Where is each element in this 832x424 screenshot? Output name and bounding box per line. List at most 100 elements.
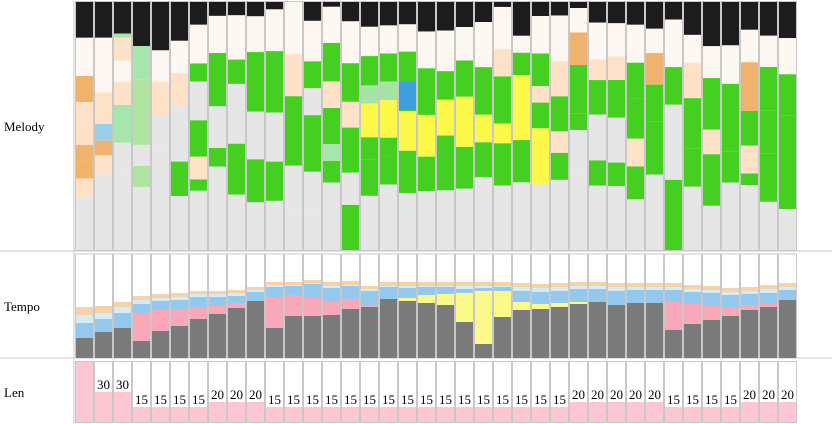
tempo-segment [361,305,378,307]
melody-segment [494,49,511,77]
len-column-frame [170,361,189,423]
melody-column-frame [645,1,664,251]
len-bar [627,402,644,422]
melody-segment [380,2,397,26]
len-column-frame [189,361,208,423]
tempo-segment [114,302,131,307]
len-bar [589,402,606,422]
tempo-segment [285,282,302,285]
tempo-segment [646,287,663,290]
melody-segment [342,204,359,250]
melody-column-frame [721,1,740,251]
melody-segment [247,159,264,203]
tempo-segment [190,291,207,294]
len-column-frame [778,361,797,423]
melody-column-frame [531,1,550,251]
tempo-segment [95,306,112,313]
len-value-label: 15 [686,392,699,407]
melody-segment [285,54,302,97]
melody-segment [304,20,321,62]
len-column-frame [569,361,588,423]
tempo-segment [437,294,454,305]
len-bar [133,407,150,422]
len-column-frame [512,361,531,423]
tempo-segment [342,286,359,299]
len-value-label: 20 [743,387,756,402]
melody-segment [475,177,492,250]
tempo-segment [551,303,568,307]
melody-segment [304,115,321,172]
len-bar [760,402,777,422]
tempo-segment [570,304,587,358]
melody-segment [418,191,435,250]
melody-segment [190,120,207,157]
melody-segment [228,143,245,195]
melody-segment [760,67,777,111]
melody-column-frame [208,1,227,251]
melody-segment [646,28,663,54]
melody-column-frame [778,1,797,251]
tempo-segment [608,283,625,287]
melody-column-frame [360,1,379,251]
melody-segment [380,137,397,157]
melody-segment [247,52,264,112]
melody-segment [285,210,302,250]
tempo-segment [665,290,682,302]
tempo-segment [532,309,549,358]
len-bar [266,407,283,422]
melody-segment [760,35,777,68]
melody-segment [589,22,606,60]
melody-segment [190,156,207,180]
tempo-segment [361,286,378,289]
melody-segment [608,56,625,80]
melody-segment [437,71,454,100]
len-value-label: 20 [591,387,604,402]
tempo-segment [95,313,112,319]
melody-segment [323,160,340,183]
melody-column-frame [740,1,759,251]
tempo-segment [380,299,397,358]
tempo-segment [760,304,777,307]
tempo-segment [532,292,549,304]
len-column-frame [607,361,626,423]
melody-segment [152,81,169,116]
tempo-segment [475,344,492,358]
melody-segment [646,2,663,29]
melody-segment [627,138,644,167]
melody-segment [665,19,682,68]
len-bar [570,402,587,422]
tempo-segment [361,289,378,291]
melody-column-frame [512,1,531,251]
melody-segment [228,15,245,60]
tempo-segment [551,291,568,303]
melody-column-frame [341,1,360,251]
melody-segment [399,111,416,151]
tempo-segment [247,287,264,290]
len-value-label: 15 [325,392,338,407]
tempo-segment [703,293,720,306]
melody-segment [418,31,435,69]
tempo-segment [589,286,606,289]
melody-segment [475,67,492,115]
len-value-label: 20 [762,387,775,402]
tempo-segment [722,295,739,307]
melody-segment [760,153,777,202]
melody-column-frame [132,1,151,251]
melody-segment [380,25,397,54]
tempo-segment [209,294,226,297]
melody-segment [228,59,245,84]
melody-segment [323,182,340,250]
melody-segment [741,185,758,250]
tempo-segment [209,314,226,358]
melody-segment [133,186,150,250]
melody-segment [342,172,359,205]
melody-segment [608,79,625,118]
tempo-segment [133,304,150,313]
melody-segment [399,82,416,110]
len-column-frame [246,361,265,423]
tempo-segment [133,341,150,358]
tempo-segment [247,301,264,358]
melody-segment [228,194,245,250]
melody-segment [171,105,188,162]
melody-segment [361,195,378,250]
